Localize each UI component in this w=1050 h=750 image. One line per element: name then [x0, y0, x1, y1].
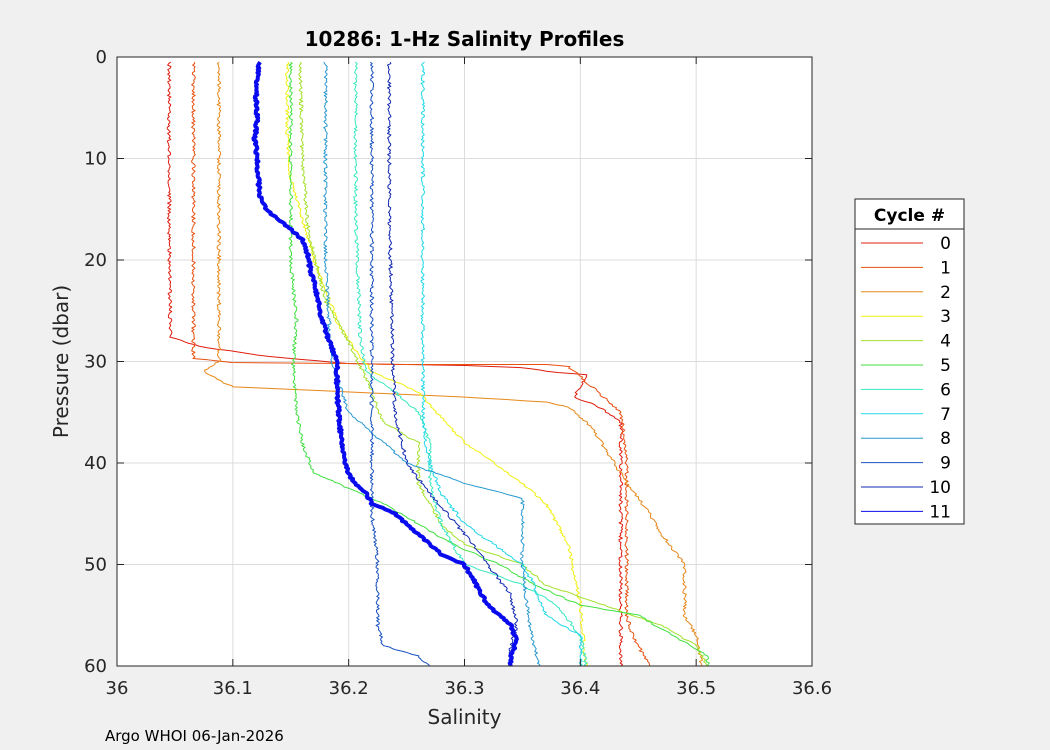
series-line-cycle-3 — [285, 61, 588, 667]
x-tick-label: 36.6 — [792, 678, 832, 699]
legend-label: 2 — [940, 283, 951, 303]
series-line-cycle-7 — [420, 61, 583, 667]
y-axis-label: Pressure (dbar) — [49, 285, 73, 438]
legend-label: 11 — [929, 502, 951, 522]
axis-ticks: 36 36.1 36.2 36.3 36.4 36.5 36.6 0 10 20 30 40 50 60 — [84, 47, 832, 699]
series-line-cycle-9 — [369, 61, 431, 667]
legend-label: 3 — [940, 307, 951, 327]
legend: Cycle # 0 1 2 3 4 5 6 7 8 9 10 11 — [854, 198, 965, 525]
series-line-cycle-6 — [353, 61, 588, 667]
legend-label: 4 — [940, 332, 951, 352]
y-tick-label: 20 — [84, 250, 107, 271]
x-tick-label: 36.5 — [676, 678, 716, 699]
y-tick-label: 0 — [96, 47, 107, 68]
legend-box — [854, 198, 965, 525]
legend-label: 5 — [940, 356, 951, 376]
series-line-cycle-4 — [298, 61, 709, 667]
legend-label: 10 — [929, 478, 951, 498]
chart-title: 10286: 1-Hz Salinity Profiles — [305, 27, 625, 51]
y-tick-label: 40 — [84, 453, 107, 474]
footer-credit: Argo WHOI 06-Jan-2026 — [105, 727, 284, 745]
x-tick-label: 36.3 — [444, 678, 484, 699]
x-tick-label: 36.4 — [560, 678, 600, 699]
series-line-cycle-1 — [191, 61, 651, 667]
legend-items: 0 1 2 3 4 5 6 7 8 9 10 11 — [861, 234, 951, 522]
legend-label: 8 — [940, 429, 951, 449]
x-tick-label: 36.1 — [213, 678, 253, 699]
y-tick-label: 50 — [84, 555, 107, 576]
series-line-cycle-11 — [251, 61, 519, 667]
x-tick-label: 36 — [106, 678, 129, 699]
legend-label: 9 — [940, 454, 951, 474]
y-tick-label: 10 — [84, 149, 107, 170]
series-line-cycle-2 — [204, 61, 704, 667]
legend-label: 7 — [940, 405, 951, 425]
legend-label: 1 — [940, 258, 951, 278]
data-series — [166, 61, 710, 667]
legend-title: Cycle # — [874, 206, 945, 226]
series-line-cycle-5 — [288, 61, 710, 667]
series-line-cycle-8 — [323, 61, 541, 667]
x-tick-label: 36.2 — [329, 678, 369, 699]
legend-label: 6 — [940, 380, 951, 400]
legend-label: 0 — [940, 234, 951, 254]
y-tick-label: 60 — [84, 656, 107, 677]
x-axis-label: Salinity — [428, 705, 502, 729]
y-tick-label: 30 — [84, 352, 107, 373]
series-line-cycle-10 — [386, 61, 518, 667]
